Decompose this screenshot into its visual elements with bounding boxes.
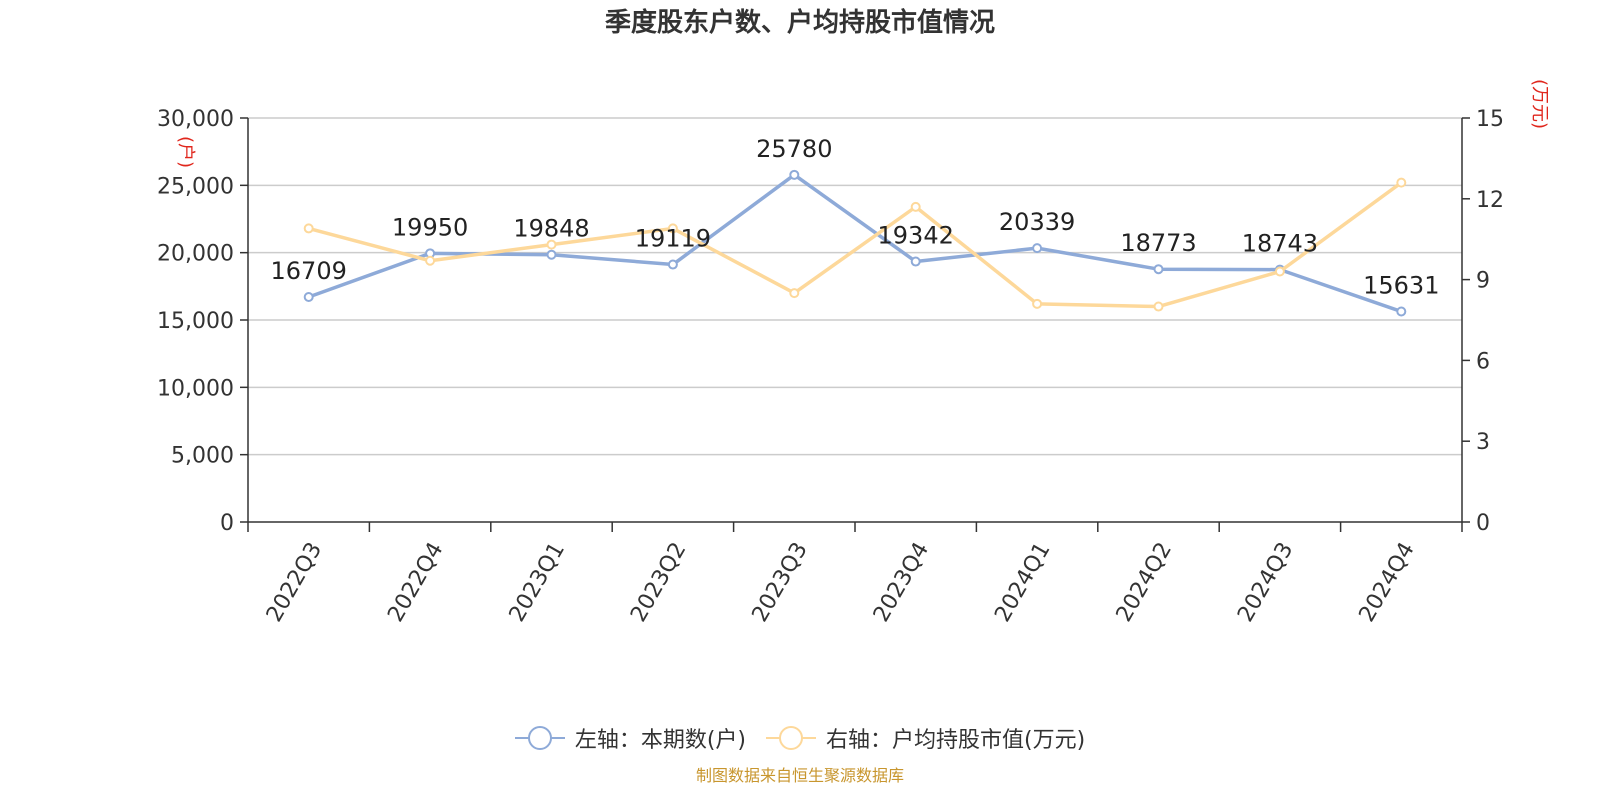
chart-legend: 左轴：本期数(户) 右轴：户均持股市值(万元)	[0, 722, 1600, 754]
data-label: 18743	[1242, 230, 1318, 258]
x-axis-tick-label: 2024Q2	[1112, 538, 1177, 626]
series-line-1	[308, 173, 1402, 314]
x-axis-tick-label: 2024Q1	[990, 538, 1055, 626]
x-axis-tick-label: 2024Q4	[1355, 538, 1420, 626]
legend-item-left-series[interactable]: 左轴：本期数(户)	[514, 722, 746, 754]
right-axis-tick-label: 0	[1476, 511, 1490, 536]
data-point-series-2	[425, 255, 436, 266]
legend-swatch-right-icon	[766, 726, 816, 750]
right-axis-unit-label: (万元)	[1529, 79, 1550, 129]
series-line-2	[308, 181, 1403, 309]
data-point-series-1	[1153, 264, 1164, 275]
data-point-series-2	[1153, 301, 1164, 312]
data-label: 16709	[271, 257, 347, 285]
data-point-series-2	[303, 223, 314, 234]
data-label: 19950	[392, 213, 468, 241]
data-label: 19342	[878, 222, 954, 250]
right-axis-tick-label: 15	[1476, 107, 1504, 132]
data-point-series-2	[910, 201, 921, 212]
legend-label-left-series: 左轴：本期数(户)	[574, 728, 746, 753]
x-axis-tick-label: 2023Q4	[869, 538, 934, 626]
data-point-series-1	[789, 169, 800, 180]
chart-title: 季度股东户数、户均持股市值情况	[604, 8, 995, 38]
legend-swatch-left-icon	[514, 726, 565, 750]
source-note: 制图数据来自恒生聚源数据库	[695, 766, 904, 785]
data-label: 20339	[999, 208, 1075, 236]
right-axis-tick-label: 6	[1476, 349, 1490, 374]
left-axis-tick-label: 0	[220, 511, 234, 536]
data-point-series-1	[910, 256, 921, 267]
legend-item-right-series[interactable]: 右轴：户均持股市值(万元)	[766, 722, 1085, 754]
data-label: 19119	[635, 225, 711, 253]
left-axis-tick-label: 5,000	[171, 444, 234, 469]
data-point-series-2	[1274, 266, 1285, 277]
right-axis-tick-label: 12	[1476, 188, 1504, 213]
data-label: 25780	[756, 135, 832, 163]
x-axis-tick-label: 2023Q1	[505, 538, 570, 626]
x-axis-tick-label: 2022Q3	[262, 538, 327, 626]
left-axis-tick-label: 20,000	[157, 242, 234, 267]
data-point-series-1	[303, 291, 314, 302]
data-point-series-2	[1396, 177, 1407, 188]
left-axis-tick-label: 30,000	[157, 107, 234, 132]
right-axis-tick-label: 3	[1476, 430, 1490, 455]
left-axis-tick-label: 15,000	[157, 309, 234, 334]
data-point-series-1	[1396, 306, 1407, 317]
data-point-series-1	[667, 259, 678, 270]
data-point-series-2	[667, 223, 678, 234]
data-label: 19848	[513, 215, 589, 243]
left-axis-unit-label: (户)	[175, 136, 196, 168]
legend-label-right-series: 右轴：户均持股市值(万元)	[826, 728, 1086, 753]
data-point-series-2	[789, 288, 800, 299]
data-point-series-1	[1032, 243, 1043, 254]
data-label: 15631	[1363, 272, 1439, 300]
right-axis-tick-label: 9	[1476, 269, 1490, 294]
data-point-series-2	[1032, 298, 1043, 309]
x-axis-tick-label: 2023Q3	[748, 538, 813, 626]
left-axis-tick-label: 10,000	[157, 376, 234, 401]
left-axis-tick-label: 25,000	[157, 174, 234, 199]
data-point-series-2	[546, 239, 557, 250]
x-axis-tick-label: 2022Q4	[383, 538, 448, 626]
x-axis-tick-label: 2023Q2	[626, 538, 691, 626]
x-axis-tick-label: 2024Q3	[1233, 538, 1298, 626]
data-point-series-1	[546, 249, 557, 260]
data-label: 18773	[1120, 229, 1196, 257]
